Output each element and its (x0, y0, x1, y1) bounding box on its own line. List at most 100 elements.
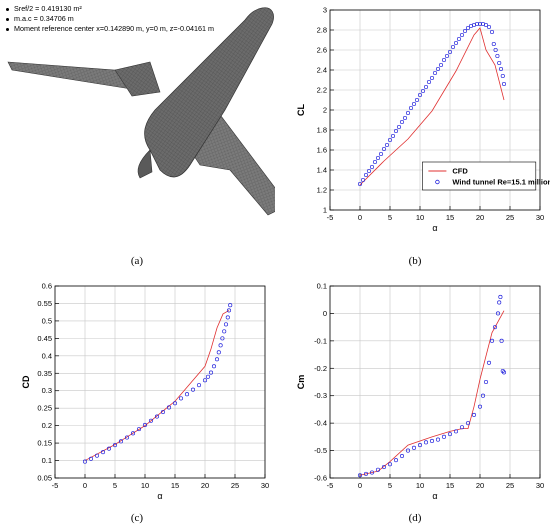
wind-tunnel-point (441, 57, 447, 63)
wind-tunnel-point (216, 350, 221, 355)
wind-tunnel-point (94, 453, 100, 458)
reference-notes: Sref/2 = 0.419130 m² m.a.c = 0.34706 m M… (6, 4, 214, 34)
wind-tunnel-point (363, 172, 369, 178)
wind-tunnel-point (453, 429, 459, 434)
wind-tunnel-point (112, 443, 118, 448)
cfd-series-line (359, 27, 505, 186)
wind-tunnel-point (387, 137, 393, 143)
wind-tunnel-point (405, 110, 411, 116)
x-tick-label: 15 (446, 481, 454, 490)
wind-tunnel-point (166, 405, 172, 410)
wind-tunnel-point (441, 434, 447, 439)
wind-tunnel-point (429, 438, 435, 444)
wind-tunnel-point (369, 470, 375, 475)
x-axis-label: α (432, 223, 437, 233)
y-axis-label: Cm (296, 375, 306, 390)
x-tick-label: 30 (536, 481, 544, 490)
x-tick-label: 10 (416, 481, 424, 490)
caption-a: (a) (130, 255, 144, 267)
wind-tunnel-point (363, 471, 369, 476)
x-tick-label: 5 (113, 481, 117, 490)
wind-tunnel-point (160, 409, 166, 415)
wind-tunnel-point (456, 36, 462, 42)
wind-tunnel-point (399, 119, 405, 125)
wind-tunnel-point (142, 422, 148, 427)
wind-tunnel-point (420, 88, 426, 94)
wind-tunnel-point (381, 464, 387, 470)
wind-tunnel-point (480, 393, 486, 398)
y-tick-label: 0.2 (42, 421, 52, 430)
y-tick-label: 0.45 (37, 334, 52, 343)
y-tick-label: -0.4 (314, 419, 327, 428)
wind-tunnel-point (402, 115, 408, 121)
wind-tunnel-point (172, 401, 178, 406)
x-tick-label: 20 (476, 213, 484, 222)
wind-tunnel-point (495, 53, 500, 59)
wind-tunnel-point (378, 151, 384, 157)
wind-tunnel-point (465, 25, 471, 31)
x-tick-label: 10 (416, 213, 424, 222)
cfd-series-line (84, 310, 230, 461)
wind-tunnel-point (369, 164, 375, 170)
legend-wt-swatch (435, 179, 440, 185)
wind-tunnel-point (375, 155, 381, 161)
wind-tunnel-point (118, 439, 124, 444)
y-tick-label: 1.8 (317, 126, 327, 135)
wind-tunnel-point (154, 414, 160, 419)
wind-tunnel-point (477, 404, 483, 409)
wind-tunnel-point (205, 374, 211, 379)
wind-tunnel-point (450, 44, 456, 50)
x-tick-label: 15 (171, 481, 179, 490)
note-mac: m.a.c = 0.34706 m (6, 14, 214, 24)
wind-tunnel-point (489, 338, 495, 343)
caption-b: (b) (408, 255, 422, 267)
plot-frame (329, 285, 541, 479)
y-tick-label: 1.2 (317, 186, 327, 195)
y-tick-label: 0.4 (42, 351, 52, 360)
wind-tunnel-point (435, 66, 441, 72)
wind-tunnel-point (357, 473, 363, 478)
wind-tunnel-point (493, 47, 498, 53)
plot-frame (54, 285, 266, 479)
x-tick-label: 25 (506, 481, 514, 490)
wind-tunnel-point (465, 421, 471, 426)
x-tick-label: -5 (327, 481, 334, 490)
fuselage-shape (144, 7, 274, 178)
wind-tunnel-point (196, 383, 202, 388)
wind-tunnel-point (414, 97, 420, 103)
caption-c: (c) (130, 512, 144, 524)
wind-tunnel-point (438, 62, 444, 68)
wind-tunnel-point (486, 360, 492, 365)
x-tick-label: 5 (388, 481, 392, 490)
x-tick-label: 20 (476, 481, 484, 490)
y-tick-label: 0.1 (317, 282, 327, 291)
y-tick-label: -0.6 (314, 474, 327, 483)
note-moment-center: Moment reference center x=0.142890 m, y=… (6, 24, 214, 34)
legend-entry: Wind tunnel Re=15.1 million (452, 178, 550, 187)
wind-tunnel-point (106, 446, 112, 451)
wind-tunnel-point (453, 40, 459, 46)
x-tick-label: 0 (358, 481, 362, 490)
wind-tunnel-point (387, 462, 393, 467)
wind-tunnel-point (474, 21, 480, 27)
wind-tunnel-point (435, 437, 441, 442)
wind-tunnel-point (220, 336, 225, 341)
y-axis-label: CL (296, 104, 306, 116)
wind-tunnel-point (498, 66, 504, 72)
wind-tunnel-point (429, 75, 435, 81)
aircraft-mesh-image (7, 7, 275, 216)
wind-tunnel-point (214, 357, 220, 362)
wind-tunnel-point (226, 308, 232, 313)
wind-tunnel-point (366, 168, 372, 174)
wind-tunnel-point (375, 467, 381, 472)
panel-a: Sref/2 = 0.419130 m² m.a.c = 0.34706 m M… (0, 0, 275, 245)
x-tick-label: 0 (83, 481, 87, 490)
y-tick-label: 0.25 (37, 404, 52, 413)
wind-tunnel-point (223, 322, 229, 327)
wind-tunnel-point (462, 28, 468, 34)
wind-tunnel-point (184, 392, 190, 397)
wind-tunnel-point (408, 105, 414, 111)
x-tick-label: -5 (327, 213, 334, 222)
y-tick-label: 0.5 (42, 316, 52, 325)
y-tick-label: 0.1 (42, 456, 52, 465)
